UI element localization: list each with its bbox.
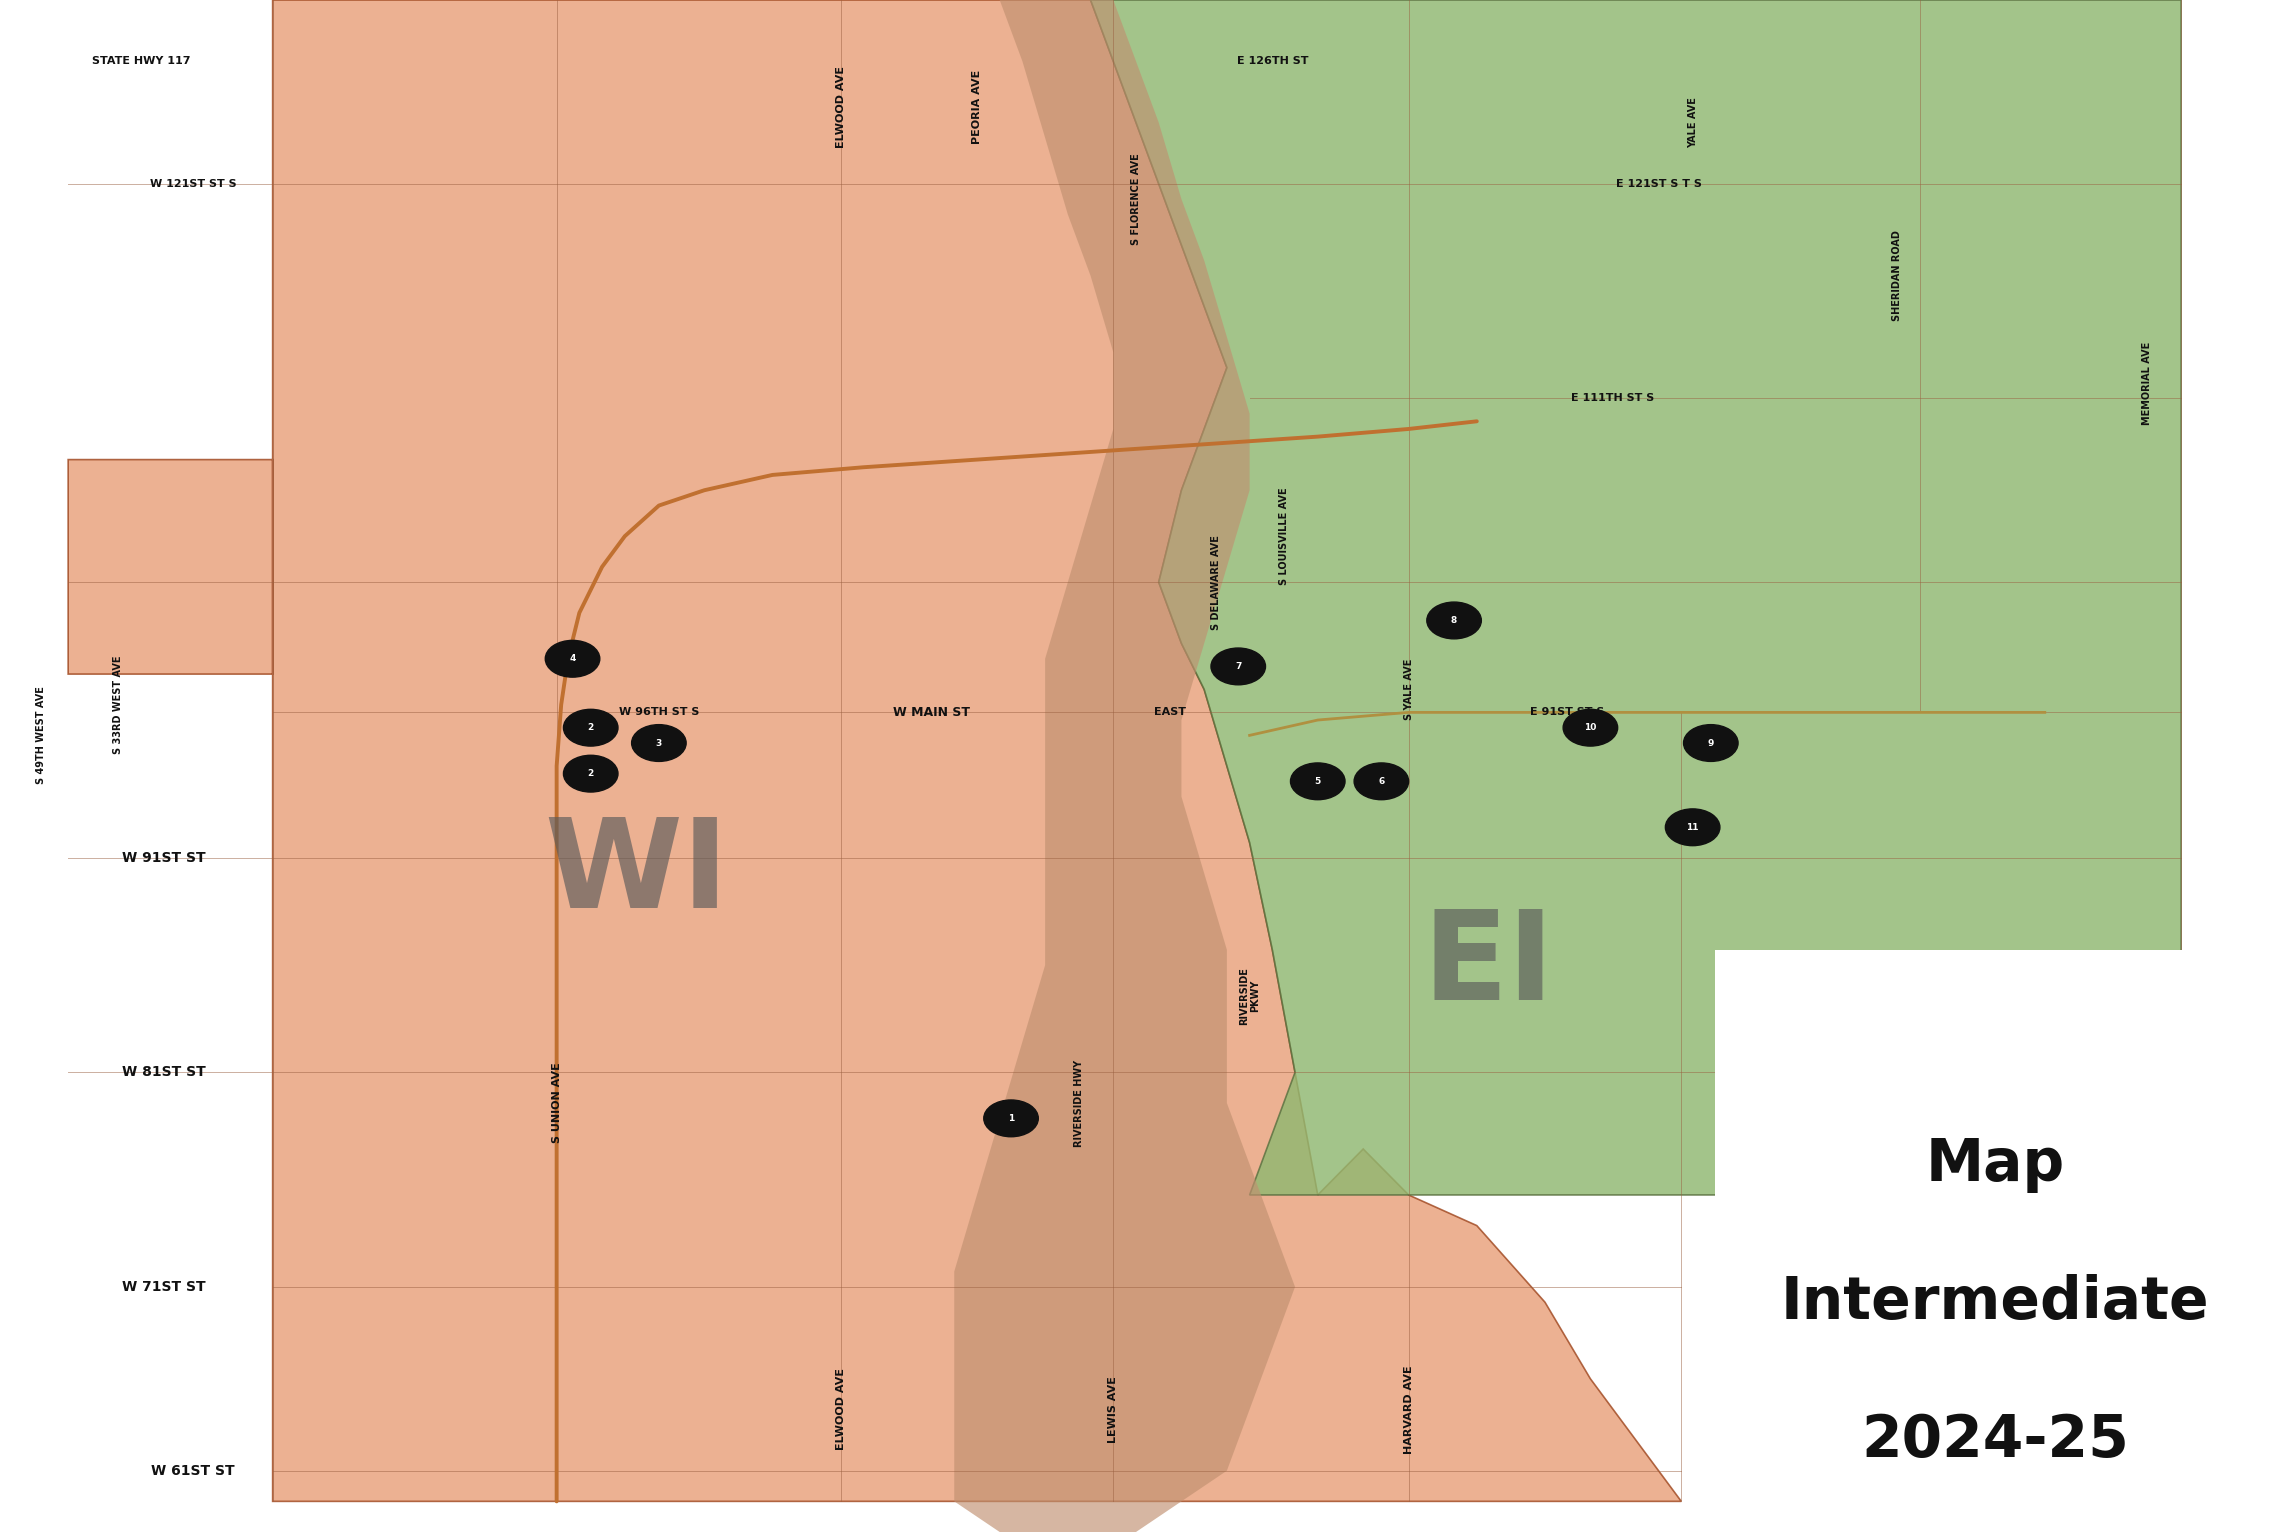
Text: 6: 6 [1379, 777, 1384, 786]
FancyBboxPatch shape [1715, 950, 2272, 1532]
Text: 10: 10 [1584, 723, 1597, 732]
Text: PEORIA AVE: PEORIA AVE [972, 70, 982, 144]
Text: S 49TH WEST AVE: S 49TH WEST AVE [36, 686, 45, 784]
Text: HARVARD AVE: HARVARD AVE [1404, 1365, 1413, 1454]
Text: E 91ST ST S: E 91ST ST S [1531, 708, 1604, 717]
Circle shape [545, 640, 600, 677]
Text: Map: Map [1924, 1135, 2065, 1193]
Text: S YALE AVE: S YALE AVE [1404, 659, 1413, 720]
Circle shape [563, 709, 618, 746]
Circle shape [984, 1100, 1038, 1137]
Text: SHERIDAN ROAD: SHERIDAN ROAD [1893, 230, 1902, 322]
Text: S LOUISVILLE AVE: S LOUISVILLE AVE [1279, 487, 1288, 585]
Text: ELWOOD AVE: ELWOOD AVE [836, 66, 845, 149]
Circle shape [1211, 648, 1266, 685]
Polygon shape [954, 0, 1295, 1532]
Text: ELWOOD AVE: ELWOOD AVE [836, 1368, 845, 1451]
Text: YALE AVE: YALE AVE [1688, 97, 1697, 149]
Text: 8: 8 [1452, 616, 1456, 625]
Text: 5: 5 [1315, 777, 1320, 786]
Text: 11: 11 [1686, 823, 1699, 832]
Text: S FLORENCE AVE: S FLORENCE AVE [1131, 153, 1141, 245]
Circle shape [1563, 709, 1618, 746]
Text: 2024-25: 2024-25 [1861, 1411, 2129, 1469]
Text: E 121ST S T S: E 121ST S T S [1615, 179, 1702, 188]
Text: S 33RD WEST AVE: S 33RD WEST AVE [114, 656, 123, 754]
Text: 2: 2 [588, 723, 593, 732]
Circle shape [632, 725, 686, 761]
Text: 3: 3 [657, 738, 661, 748]
Text: LEWIS AVE: LEWIS AVE [1109, 1376, 1118, 1443]
Text: W 71ST ST: W 71ST ST [123, 1279, 204, 1295]
Text: EI: EI [1422, 905, 1554, 1025]
Text: RIVERSIDE HWY: RIVERSIDE HWY [1075, 1060, 1084, 1146]
Text: 1: 1 [1009, 1114, 1013, 1123]
Text: WI: WI [543, 813, 729, 933]
Text: S DELAWARE AVE: S DELAWARE AVE [1211, 535, 1220, 630]
Text: Intermediate: Intermediate [1781, 1273, 2208, 1331]
Text: S UNION AVE: S UNION AVE [552, 1063, 561, 1143]
Text: W 96TH ST S: W 96TH ST S [618, 708, 700, 717]
Text: W MAIN ST: W MAIN ST [893, 706, 970, 719]
Circle shape [1684, 725, 1738, 761]
Text: 2: 2 [588, 769, 593, 778]
Circle shape [1427, 602, 1481, 639]
Text: W 121ST ST S: W 121ST ST S [150, 179, 236, 188]
Circle shape [1665, 809, 1720, 846]
Circle shape [1290, 763, 1345, 800]
Text: EAST: EAST [1154, 708, 1186, 717]
Text: W 81ST ST: W 81ST ST [123, 1065, 204, 1080]
Text: W 61ST ST: W 61ST ST [152, 1463, 234, 1478]
Text: E 126TH ST: E 126TH ST [1236, 57, 1309, 66]
Text: STATE HWY 117: STATE HWY 117 [91, 57, 191, 66]
Text: MEMORIAL AVE: MEMORIAL AVE [2142, 342, 2152, 424]
Text: W 91ST ST: W 91ST ST [123, 850, 204, 866]
Text: E 111TH ST S: E 111TH ST S [1572, 394, 1654, 403]
Circle shape [563, 755, 618, 792]
Polygon shape [1091, 0, 2181, 1195]
Text: 9: 9 [1709, 738, 1713, 748]
Text: 7: 7 [1236, 662, 1241, 671]
Circle shape [1354, 763, 1409, 800]
Text: RIVERSIDE
PKWY: RIVERSIDE PKWY [1238, 967, 1261, 1025]
Text: 4: 4 [570, 654, 575, 663]
Polygon shape [68, 0, 1681, 1501]
